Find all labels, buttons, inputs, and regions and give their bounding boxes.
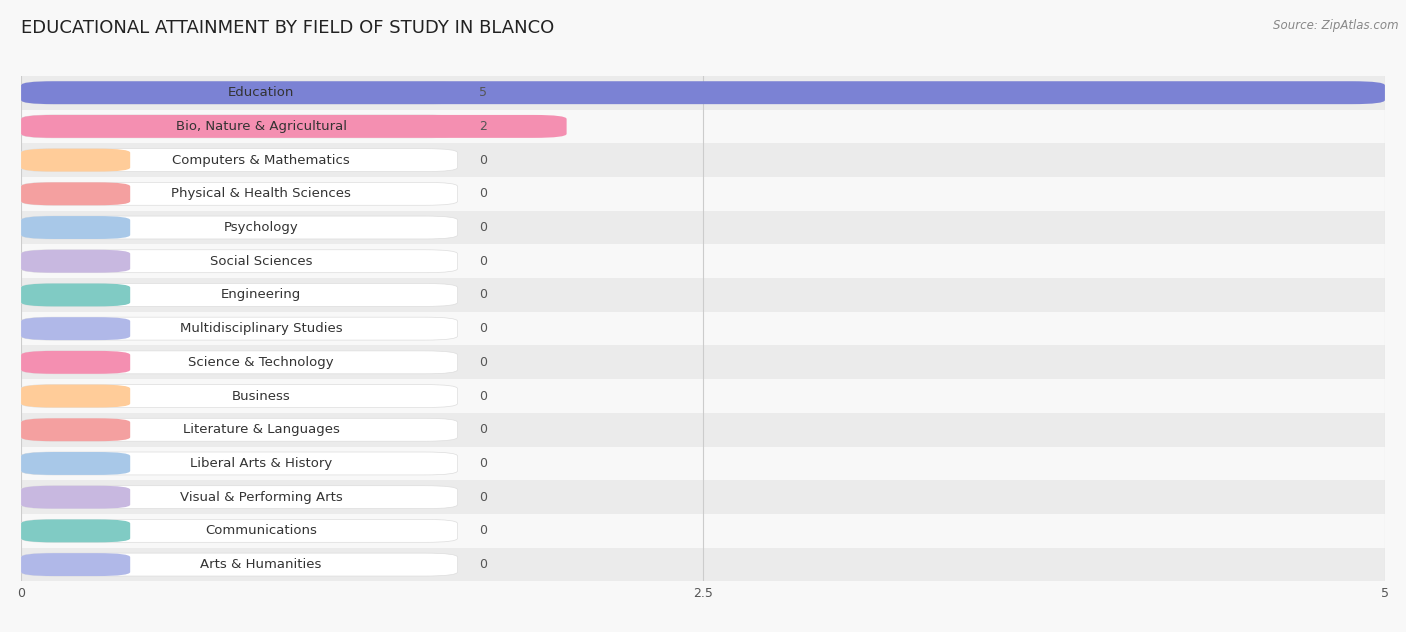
Bar [21, 447, 1385, 480]
FancyBboxPatch shape [21, 418, 131, 441]
Text: Psychology: Psychology [224, 221, 298, 234]
Text: 2: 2 [479, 120, 488, 133]
Text: 0: 0 [479, 154, 488, 167]
Bar [21, 245, 1385, 278]
Text: Science & Technology: Science & Technology [188, 356, 335, 369]
Text: 0: 0 [479, 356, 488, 369]
Text: 0: 0 [479, 457, 488, 470]
FancyBboxPatch shape [21, 520, 457, 542]
Text: Communications: Communications [205, 525, 318, 537]
Bar [21, 76, 1385, 109]
FancyBboxPatch shape [21, 183, 457, 205]
FancyBboxPatch shape [21, 418, 457, 441]
Bar [21, 514, 1385, 548]
Text: 0: 0 [479, 490, 488, 504]
FancyBboxPatch shape [21, 216, 131, 239]
Text: Arts & Humanities: Arts & Humanities [201, 558, 322, 571]
Bar [21, 210, 1385, 245]
FancyBboxPatch shape [21, 553, 457, 576]
Text: 0: 0 [479, 525, 488, 537]
FancyBboxPatch shape [21, 317, 457, 340]
Text: EDUCATIONAL ATTAINMENT BY FIELD OF STUDY IN BLANCO: EDUCATIONAL ATTAINMENT BY FIELD OF STUDY… [21, 19, 554, 37]
FancyBboxPatch shape [21, 250, 131, 272]
Text: Engineering: Engineering [221, 288, 301, 301]
Text: 0: 0 [479, 255, 488, 268]
FancyBboxPatch shape [21, 351, 457, 374]
Bar [21, 312, 1385, 346]
Text: Business: Business [232, 389, 291, 403]
Bar [21, 413, 1385, 447]
FancyBboxPatch shape [21, 250, 457, 272]
FancyBboxPatch shape [21, 385, 131, 408]
FancyBboxPatch shape [21, 351, 131, 374]
Text: Literature & Languages: Literature & Languages [183, 423, 340, 436]
Text: 0: 0 [479, 423, 488, 436]
Text: 0: 0 [479, 288, 488, 301]
Text: Source: ZipAtlas.com: Source: ZipAtlas.com [1274, 19, 1399, 32]
Text: 0: 0 [479, 221, 488, 234]
FancyBboxPatch shape [21, 216, 457, 239]
FancyBboxPatch shape [21, 82, 1385, 104]
FancyBboxPatch shape [21, 452, 131, 475]
Bar [21, 346, 1385, 379]
Bar [21, 278, 1385, 312]
Text: Education: Education [228, 86, 294, 99]
FancyBboxPatch shape [21, 284, 131, 307]
Bar [21, 548, 1385, 581]
Text: Computers & Mathematics: Computers & Mathematics [173, 154, 350, 167]
Text: 5: 5 [479, 86, 488, 99]
FancyBboxPatch shape [21, 82, 457, 104]
FancyBboxPatch shape [21, 115, 567, 138]
FancyBboxPatch shape [21, 452, 457, 475]
FancyBboxPatch shape [21, 183, 131, 205]
FancyBboxPatch shape [21, 486, 457, 509]
Text: Liberal Arts & History: Liberal Arts & History [190, 457, 332, 470]
Bar [21, 379, 1385, 413]
FancyBboxPatch shape [21, 115, 457, 138]
Text: Bio, Nature & Agricultural: Bio, Nature & Agricultural [176, 120, 347, 133]
FancyBboxPatch shape [21, 317, 131, 340]
FancyBboxPatch shape [21, 385, 457, 408]
Text: 0: 0 [479, 558, 488, 571]
Text: Social Sciences: Social Sciences [209, 255, 312, 268]
FancyBboxPatch shape [21, 284, 457, 307]
Bar [21, 177, 1385, 210]
FancyBboxPatch shape [21, 149, 131, 171]
Bar [21, 143, 1385, 177]
Text: 0: 0 [479, 322, 488, 335]
Text: 0: 0 [479, 187, 488, 200]
FancyBboxPatch shape [21, 149, 457, 171]
Text: Visual & Performing Arts: Visual & Performing Arts [180, 490, 343, 504]
Bar [21, 480, 1385, 514]
FancyBboxPatch shape [21, 486, 131, 509]
FancyBboxPatch shape [21, 553, 131, 576]
Text: Physical & Health Sciences: Physical & Health Sciences [172, 187, 352, 200]
Bar [21, 109, 1385, 143]
Text: Multidisciplinary Studies: Multidisciplinary Studies [180, 322, 343, 335]
Text: 0: 0 [479, 389, 488, 403]
FancyBboxPatch shape [21, 520, 131, 542]
